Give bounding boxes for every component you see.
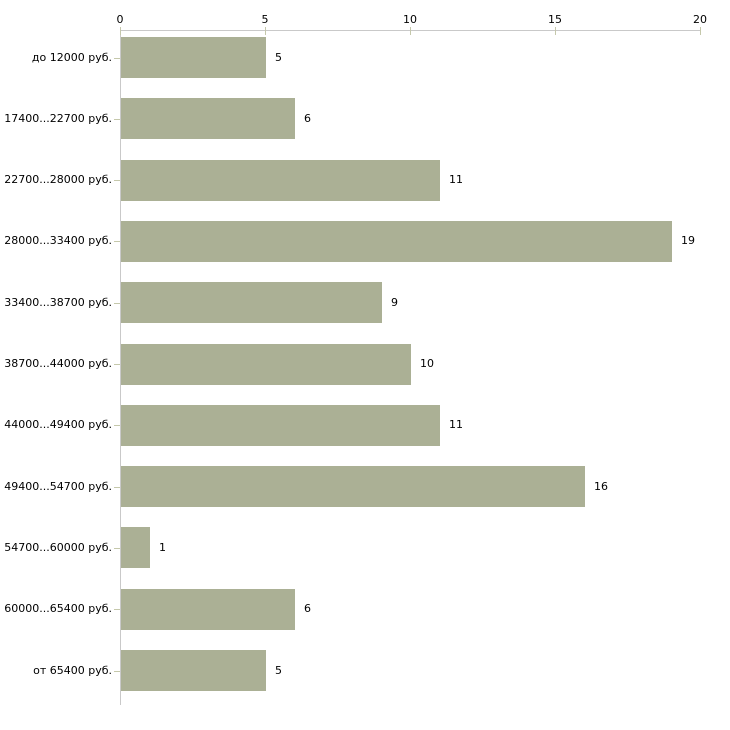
y-axis-line [120, 30, 121, 705]
bar [121, 98, 295, 140]
value-label: 11 [449, 418, 463, 432]
category-tick-mark [114, 364, 120, 365]
category-tick-mark [114, 180, 120, 182]
x-axis-tick-mark [120, 27, 121, 35]
x-axis-tick-label: 5 [261, 13, 269, 26]
category-tick-mark [114, 118, 120, 120]
x-axis-tick-mark [700, 27, 701, 35]
bar [121, 650, 266, 691]
category-label: 33400...38700 руб. [4, 295, 112, 309]
category-label: 38700...44000 руб. [4, 357, 112, 370]
bar [121, 404, 440, 446]
x-axis-tick-label: 20 [693, 13, 707, 26]
bar [121, 37, 266, 78]
value-label: 9 [391, 295, 398, 309]
bar [121, 159, 440, 201]
value-label: 6 [304, 602, 311, 616]
value-label: 5 [275, 663, 282, 677]
value-label: 6 [304, 111, 311, 125]
value-label: 11 [449, 173, 463, 187]
category-label: 44000...49400 руб. [4, 418, 112, 432]
x-axis-tick-mark [410, 27, 411, 35]
category-tick-mark [114, 670, 120, 672]
category-tick-mark [114, 486, 120, 488]
category-label: от 65400 руб. [33, 663, 112, 677]
category-label: 17400...22700 руб. [4, 111, 112, 125]
category-label: 54700...60000 руб. [4, 540, 112, 554]
bar [121, 282, 382, 324]
category-tick-mark [114, 547, 120, 549]
category-label: 28000...33400 руб. [4, 234, 112, 248]
x-axis-tick-mark [555, 27, 556, 35]
x-axis-tick-label: 15 [548, 13, 562, 26]
category-tick-mark [114, 609, 120, 611]
bar [121, 220, 672, 262]
category-label: 22700...28000 руб. [4, 173, 112, 187]
value-label: 5 [275, 50, 282, 64]
category-label: 60000...65400 руб. [4, 602, 112, 616]
value-label: 1 [159, 540, 166, 554]
bar [121, 527, 150, 569]
bar [121, 466, 585, 508]
category-label: 49400...54700 руб. [4, 479, 112, 493]
category-tick-mark [114, 302, 120, 304]
bar [121, 588, 295, 630]
category-tick-mark [114, 241, 120, 243]
value-label: 16 [594, 479, 608, 493]
category-label: до 12000 руб. [31, 50, 112, 64]
x-axis-tick-label: 0 [116, 13, 124, 26]
x-axis-tick-label: 10 [403, 13, 417, 26]
x-axis-tick-mark [265, 27, 266, 35]
value-label: 19 [681, 234, 695, 248]
category-tick-mark [114, 425, 120, 427]
category-tick-mark [114, 57, 120, 59]
bar [121, 343, 411, 385]
value-label: 10 [420, 357, 434, 370]
